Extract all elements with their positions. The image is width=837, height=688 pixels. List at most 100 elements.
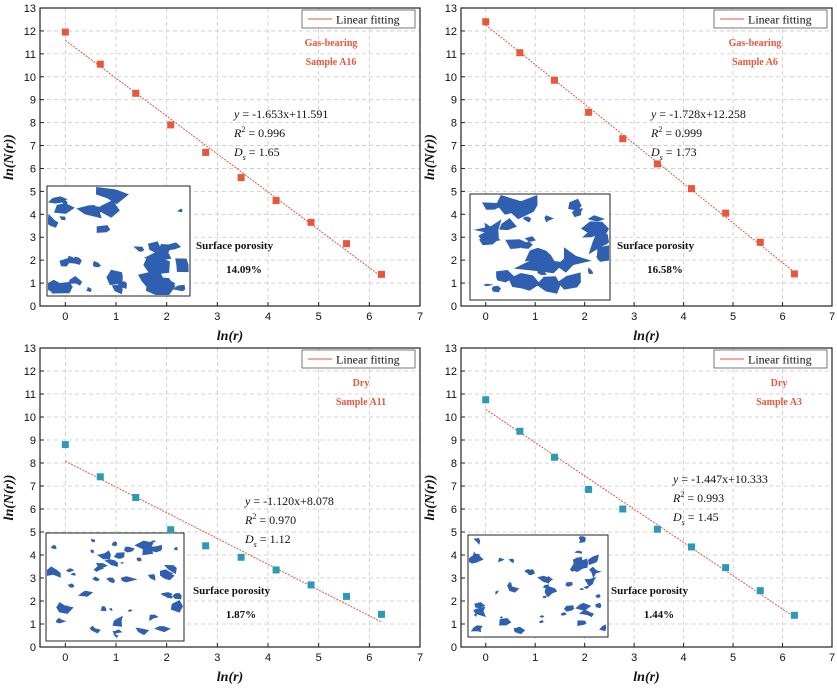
eq-rhs: = -1.653x+11.591 [239, 107, 328, 121]
pore-blob [59, 216, 66, 221]
pore-blob [539, 620, 544, 623]
fit-line [485, 408, 795, 618]
pore-blob [95, 187, 129, 205]
data-point [585, 108, 593, 116]
pore-blob [495, 590, 499, 595]
y-tick-label: 2 [451, 596, 457, 608]
y-tick-label: 8 [451, 458, 457, 470]
fit-line [65, 460, 382, 623]
y-tick-label: 5 [30, 186, 36, 198]
data-point [61, 441, 69, 449]
pore-blob [127, 609, 133, 612]
x-tick-label: 5 [316, 652, 322, 664]
pore-blob [112, 615, 123, 627]
y-tick-label: 9 [30, 95, 36, 107]
legend-box [301, 349, 416, 369]
pore-blob [588, 554, 599, 566]
pore-blob [571, 208, 584, 218]
pore-micrograph [469, 193, 611, 301]
legend-label: Linear fitting [336, 353, 400, 367]
y-tick-label: 6 [30, 163, 36, 175]
x-axis-label: ln(r) [633, 329, 659, 344]
pore-blob [67, 255, 75, 263]
y-tick-label: 10 [24, 412, 36, 424]
condition-label: Dry [771, 378, 788, 389]
legend-box [301, 9, 416, 29]
data-point [585, 485, 593, 493]
r-squared: R2 = 0.999 [650, 125, 702, 140]
y-tick-label: 11 [446, 389, 457, 401]
condition-label: Gas-bearing [305, 38, 358, 49]
pore-blob [69, 276, 83, 286]
y-tick-label: 0 [30, 301, 36, 313]
y-tick-label: 10 [445, 412, 457, 424]
pore-blob [473, 538, 481, 545]
y-tick-label: 3 [30, 232, 36, 244]
y-tick-label: 12 [445, 26, 457, 38]
pore-blob [136, 557, 142, 562]
pore-blob [90, 549, 94, 554]
pore-blob [160, 592, 173, 598]
pore-blob [542, 595, 547, 599]
pore-blob [65, 568, 75, 573]
plot-frame [460, 347, 833, 648]
fit-equation: y = -1.653x+11.591 [233, 107, 328, 121]
legend-box [713, 9, 828, 29]
pore-blob [497, 557, 505, 563]
pore-blob [111, 284, 123, 295]
pore-micrograph [46, 185, 191, 297]
data-point [202, 542, 210, 550]
y-axis-label: ln(N(r)) [423, 134, 438, 180]
ds-sub: s [243, 153, 246, 162]
x-tick-label: 6 [779, 652, 785, 664]
data-point [132, 494, 140, 501]
sample-label: Sample A11 [336, 397, 386, 408]
pore-blob [111, 541, 118, 547]
pore-blob [539, 615, 545, 618]
pore-blob [96, 225, 111, 233]
pore-blob [104, 559, 119, 567]
pore-blob [474, 602, 486, 609]
ds-val: = 1.12 [257, 532, 291, 546]
pore-blob [67, 583, 75, 588]
data-point [790, 611, 798, 619]
data-point [61, 28, 69, 36]
pore-blob [491, 285, 501, 293]
y-tick-label: 7 [451, 481, 457, 493]
porosity-value: 1.87% [226, 609, 256, 621]
pore-blob [61, 199, 68, 206]
data-point [688, 185, 696, 193]
data-point [96, 473, 104, 481]
y-tick-label: 10 [24, 72, 36, 84]
y-tick-label: 9 [30, 435, 36, 447]
pore-blob [483, 283, 494, 287]
y-axis-label: ln(N(r)) [423, 475, 438, 521]
pore-blob [565, 582, 573, 587]
y-tick-label: 0 [30, 642, 36, 654]
y-tick-label: 5 [451, 527, 457, 539]
pore-blob [100, 606, 107, 612]
porosity-value: 16.58% [647, 264, 683, 276]
pore-blob [175, 258, 189, 273]
data-point [272, 566, 280, 574]
data-point [756, 238, 764, 246]
x-tick-label: 1 [532, 652, 538, 664]
x-tick-label: 7 [417, 311, 423, 323]
data-point [343, 240, 351, 248]
pore-blob [542, 584, 549, 589]
pore-blob [47, 566, 61, 578]
pore-blob [154, 626, 171, 633]
y-tick-label: 4 [451, 209, 457, 221]
x-tick-label: 2 [164, 652, 170, 664]
porosity-label: Surface porosity [617, 240, 695, 252]
pore-blob [120, 562, 124, 564]
data-point [619, 505, 627, 513]
pore-blob [527, 283, 536, 289]
ds-sub: s [682, 518, 685, 527]
y-tick-label: 7 [451, 141, 457, 153]
x-tick-label: 7 [417, 652, 423, 664]
y-tick-label: 13 [445, 3, 457, 15]
